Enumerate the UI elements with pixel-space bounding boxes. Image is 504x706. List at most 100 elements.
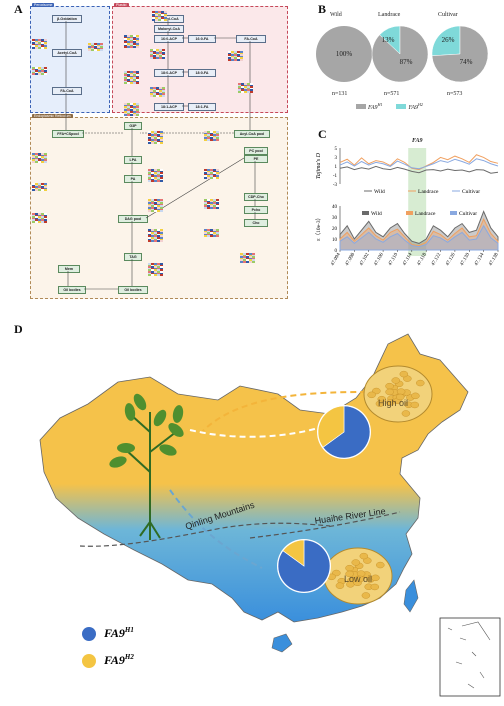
leaf (159, 444, 177, 456)
bot-ytick: 10 (332, 238, 338, 243)
top-ytick: -3 (333, 183, 338, 188)
seed (416, 379, 425, 387)
panel-b-label: B (318, 2, 327, 16)
xtick: 47.094 (331, 252, 342, 267)
legend-label-h2: FA9H2 (408, 102, 423, 111)
heatmap-block (204, 199, 219, 209)
arrow-from-plant (189, 427, 319, 438)
heatmap-block (150, 87, 165, 97)
pi-area-cultivar (339, 224, 499, 251)
hainan-island (271, 633, 293, 653)
top-legend-wild: Wild (374, 189, 385, 195)
fa9-highlight (408, 148, 427, 256)
er-title: Endoplasmic Reticulum (32, 114, 73, 118)
bot-ytick: 40 (332, 205, 338, 210)
heatmap-block (238, 83, 253, 93)
panel-a: Peroxisome Plastid Endoplasmic Reticulum… (28, 3, 290, 299)
xtick: 47.126 (445, 252, 456, 267)
node-fa-coa-plastid: FA-CoA (236, 35, 266, 43)
tajima-line-wild (339, 165, 499, 174)
bot-legend-box-cultivar (450, 211, 457, 215)
leaf (172, 405, 184, 423)
heatmap-block (124, 71, 139, 84)
xtick: 47.118 (417, 252, 428, 267)
top-ytick: 1 (335, 165, 338, 170)
pie-1-label-0: 87% (400, 58, 413, 66)
seed (410, 401, 420, 409)
cultivar-title: Cultivar (438, 12, 458, 18)
pie-2-label-0: 74% (460, 58, 473, 66)
node-fa-coa-perox: FA-CoA (52, 87, 82, 95)
wild-title: Wild (330, 12, 342, 18)
heatmap-block (148, 263, 163, 276)
pie-1-slice-0 (371, 25, 429, 83)
bot-legend-box-wild (362, 211, 369, 215)
cultivar-n: n=573 (447, 91, 463, 97)
heatmap-block (148, 229, 163, 242)
heatmap-block (32, 183, 47, 191)
xtick: 47.122 (431, 252, 442, 267)
leaf (133, 393, 147, 411)
map-pie-1-slice-1 (282, 539, 305, 567)
node-pc-pool: PC pool (244, 147, 268, 155)
seed (351, 559, 360, 566)
top-ytick: 5 (335, 147, 338, 152)
peroxisome-title: Peroxisome (32, 3, 55, 7)
xtick: 47.110 (388, 252, 399, 267)
panel-d-legend: FA9H1 FA9H2 (82, 626, 134, 668)
node-dag-pool: DAG pool (118, 215, 148, 223)
heatmap-block (148, 131, 163, 144)
node-cdp-cho: CDP-Cho (244, 193, 268, 201)
seed (375, 400, 385, 407)
seed (399, 370, 409, 378)
pie-1-label-1: 13% (382, 36, 395, 44)
heatmap-block (32, 39, 47, 49)
node-acyl-coa-pool: Acyl-CoA pool (234, 130, 270, 138)
panel-c-chart: 5 3 1 -1 -3 Tajima's D Wild Landrace Cultivar 40 3… (315, 147, 500, 267)
node-18-1-acp: 18:1-ACP (154, 103, 184, 111)
pie-2-slice-1 (431, 25, 461, 57)
node-ffa-cs-pool: FFA+CSpool (52, 130, 84, 138)
peroxisome-box (30, 6, 110, 113)
node-18-0-acp: 18:0-ACP (154, 69, 184, 77)
pi-area-landrace (339, 218, 499, 251)
heatmap-block (150, 49, 165, 59)
map-pies (277, 405, 371, 593)
node-16-0-acp: 16:0-ACP (154, 35, 184, 43)
low-oil-label: Low oil (344, 574, 373, 584)
top-ylabel: Tajima's D (316, 152, 322, 179)
node-malonyl-coa: Malonyl-CoA (154, 25, 184, 33)
seed (385, 388, 394, 396)
pie-2-label-1: 26% (442, 36, 455, 44)
xtick: 47.102 (359, 252, 370, 267)
plastid-title: Plastid (114, 3, 129, 7)
landrace-n: n=571 (384, 91, 400, 97)
xtick: 47.134 (474, 252, 485, 267)
xtick: 47.098 (345, 252, 356, 267)
inset-islands (447, 621, 491, 689)
node-beta-oxidation: β-Oxidation (52, 15, 82, 23)
seed (361, 592, 371, 599)
seed (391, 377, 400, 384)
bot-legend-wild: Wild (371, 211, 382, 217)
node-pe: PE (244, 155, 268, 163)
heatmap-block (32, 153, 47, 163)
soybean-leaves (109, 393, 184, 468)
node-18-1-fa: 18:1-FA (188, 103, 216, 111)
panel-a-label: A (14, 2, 23, 16)
qinling-line (79, 522, 331, 547)
heatmap-block (228, 51, 243, 61)
seed (359, 552, 369, 560)
legend-text-h2: FA9H2 (104, 653, 134, 667)
tajima-line-landrace (339, 154, 499, 171)
seed (370, 583, 380, 591)
node-tag: TAG (124, 253, 142, 261)
node-lpa: LPA (124, 156, 142, 164)
node-oil-bodies-2: Oil bodies (58, 286, 86, 294)
landrace-title: Landrace (378, 12, 401, 18)
legend-dot-h2 (82, 653, 96, 668)
seed-dots (327, 370, 425, 599)
bot-legend-box-landrace (406, 211, 413, 215)
node-pa: PA (124, 175, 142, 183)
xtick: 47.106 (374, 252, 385, 267)
